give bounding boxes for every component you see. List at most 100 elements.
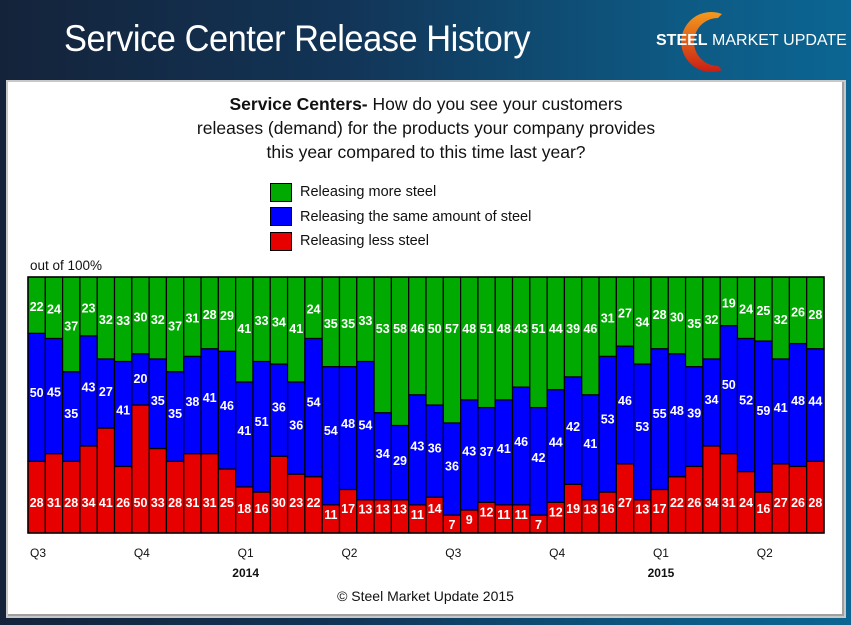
data-label: 27 [774,496,788,510]
data-label: 25 [756,304,770,318]
data-label: 41 [203,391,217,405]
steel-market-update-logo: STEEL MARKET UPDATE [650,10,850,74]
data-label: 36 [272,401,286,415]
data-label: 27 [618,496,632,510]
data-label: 41 [289,322,303,336]
data-label: 48 [497,322,511,336]
legend-label: Releasing the same amount of steel [300,208,532,225]
data-label: 13 [635,503,649,517]
data-label: 36 [289,418,303,432]
data-label: 34 [376,447,390,461]
data-label: 28 [64,496,78,510]
data-label: 42 [532,451,546,465]
data-label: 46 [583,322,597,336]
data-label: 43 [410,439,424,453]
data-label: 45 [47,385,61,399]
x-tick-label: Q4 [134,546,150,560]
data-label: 36 [445,459,459,473]
data-label: 29 [220,309,234,323]
data-label: 32 [99,313,113,327]
bar-segment-less [79,445,98,534]
data-label: 28 [653,308,667,322]
data-label: 19 [722,296,736,310]
data-label: 31 [185,312,199,326]
data-label: 46 [410,322,424,336]
data-label: 33 [255,314,269,328]
x-tick-label: Q3 [445,546,461,560]
bar-segment-less [148,447,168,534]
data-label: 36 [428,441,442,455]
data-label: 38 [185,395,199,409]
data-label: 24 [739,496,753,510]
data-label: 17 [341,502,355,516]
data-label: 41 [116,404,130,418]
data-label: 51 [480,322,494,336]
legend-item-less: Releasing less steel [270,229,531,254]
data-label: 41 [237,322,251,336]
data-label: 54 [324,424,338,438]
data-label: 34 [705,393,719,407]
bar-segment-more [425,276,444,406]
data-label: 24 [739,303,753,317]
data-label: 46 [618,394,632,408]
data-label: 28 [168,496,182,510]
data-label: 30 [272,496,286,510]
data-label: 27 [99,385,113,399]
data-label: 33 [116,314,130,328]
data-label: 52 [739,393,753,407]
data-label: 31 [203,496,217,510]
data-label: 26 [791,305,805,319]
bar-segment-less [44,453,64,534]
data-label: 7 [535,518,542,532]
data-label: 32 [151,313,165,327]
bar-segment-less [96,427,116,534]
data-label: 35 [324,317,338,331]
x-tick-label: Q4 [549,546,565,560]
data-label: 13 [358,503,372,517]
data-label: 43 [82,380,96,394]
data-label: 26 [116,496,130,510]
data-label: 34 [272,316,286,330]
data-label: 44 [549,435,563,449]
data-label: 29 [393,454,407,468]
data-label: 41 [99,496,113,510]
data-label: 53 [376,322,390,336]
page-title: Service Center Release History [64,18,531,59]
x-tick-label: Q2 [757,546,773,560]
data-label: 51 [255,415,269,429]
data-label: 34 [635,316,649,330]
data-label: 26 [687,496,701,510]
data-label: 31 [185,496,199,510]
data-label: 19 [566,502,580,516]
data-label: 35 [687,317,701,331]
legend-swatch-same [270,207,292,227]
logo-text: STEEL MARKET UPDATE [656,32,847,50]
bar-segment-more [460,276,479,401]
data-label: 24 [47,303,61,317]
data-label: 58 [393,322,407,336]
bar-segment-more [477,276,496,409]
data-label: 37 [480,445,494,459]
data-label: 11 [497,508,510,522]
bar-segment-less [702,445,721,534]
data-label: 11 [515,508,528,522]
data-label: 31 [47,496,61,510]
legend-swatch-less [270,231,292,251]
data-label: 23 [82,301,96,315]
data-label: 16 [601,502,615,516]
chart-question: Service Centers- How do you see your cus… [196,92,656,164]
bar-segment-more [390,276,410,427]
data-label: 13 [393,503,407,517]
chart-legend: Releasing more steel Releasing the same … [270,180,531,254]
data-label: 50 [722,378,736,392]
legend-item-same: Releasing the same amount of steel [270,205,531,230]
data-label: 11 [324,508,337,522]
data-label: 35 [151,394,165,408]
data-label: 16 [756,502,770,516]
data-label: 16 [255,502,269,516]
data-label: 46 [514,435,528,449]
data-label: 34 [705,496,719,510]
data-label: 48 [670,404,684,418]
data-label: 54 [358,419,372,433]
data-label: 28 [808,496,822,510]
